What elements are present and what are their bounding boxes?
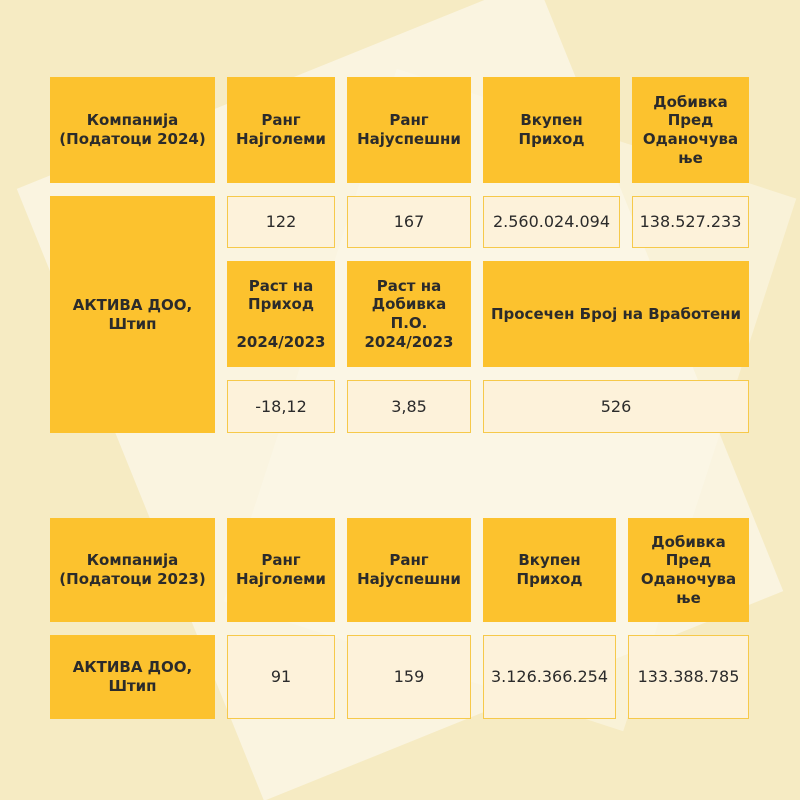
header-cell: Вкупен Приход	[483, 518, 616, 622]
value-cell: 122	[227, 196, 335, 248]
header-cell: Добивка Пред Оданочува ње	[628, 518, 749, 622]
header-cell: Ранг Најголеми	[227, 518, 335, 622]
value-cell: 2.560.024.094	[483, 196, 620, 248]
value-cell: 133.388.785	[628, 635, 749, 719]
value-cell: 167	[347, 196, 471, 248]
header-cell: Раст на Приход 2024/2023	[227, 261, 335, 367]
header-cell: Компанија (Податоци 2023)	[50, 518, 215, 622]
header-cell: Вкупен Приход	[483, 77, 620, 183]
header-cell: Раст на Добивка П.О. 2024/2023	[347, 261, 471, 367]
header-cell: Ранг Најуспешни	[347, 518, 471, 622]
header-cell: Просечен Број на Вработени	[483, 261, 749, 367]
company-cell: АКТИВА ДОО, Штип	[50, 196, 215, 433]
value-cell: 159	[347, 635, 471, 719]
company-cell: АКТИВА ДОО, Штип	[50, 635, 215, 719]
value-cell: 526	[483, 380, 749, 433]
header-cell: Компанија (Податоци 2024)	[50, 77, 215, 183]
value-cell: 138.527.233	[632, 196, 749, 248]
header-cell: Ранг Најуспешни	[347, 77, 471, 183]
header-cell: Ранг Најголеми	[227, 77, 335, 183]
header-cell: Добивка Пред Оданочува ње	[632, 77, 749, 183]
value-cell: 3,85	[347, 380, 471, 433]
value-cell: 3.126.366.254	[483, 635, 616, 719]
value-cell: 91	[227, 635, 335, 719]
value-cell: -18,12	[227, 380, 335, 433]
